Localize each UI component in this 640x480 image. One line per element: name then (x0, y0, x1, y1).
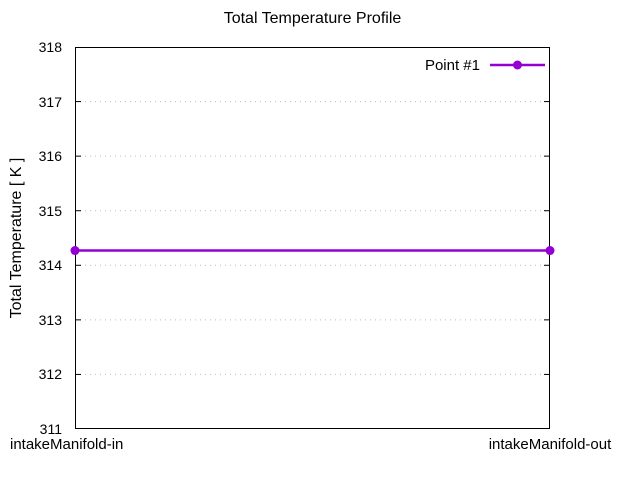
legend-series-label: Point #1 (424, 56, 480, 74)
legend-line-sample-icon (490, 60, 545, 70)
series-marker (70, 246, 80, 256)
plot-area (70, 47, 555, 429)
x-tick-label-intakemanifold-out: intakeManifold-out (488, 436, 612, 453)
y-tick-label: 315 (38, 202, 62, 219)
legend: Point #1 (425, 56, 545, 74)
plot-border (75, 47, 550, 429)
x-tick-label-intakemanifold-in: intakeManifold-in (10, 436, 124, 453)
y-tick-label: 312 (38, 366, 62, 383)
y-axis-title: Total Temperature [ K ] (8, 157, 25, 319)
y-tick-label: 316 (38, 148, 62, 165)
y-tick-label: 317 (38, 93, 62, 110)
y-tick-label: 314 (38, 257, 62, 274)
series-marker (545, 246, 555, 256)
y-tick-label: 318 (38, 39, 62, 55)
y-tick-label: 311 (39, 421, 62, 437)
chart-title: Total Temperature Profile (223, 10, 402, 27)
y-tick-label: 313 (38, 311, 62, 328)
